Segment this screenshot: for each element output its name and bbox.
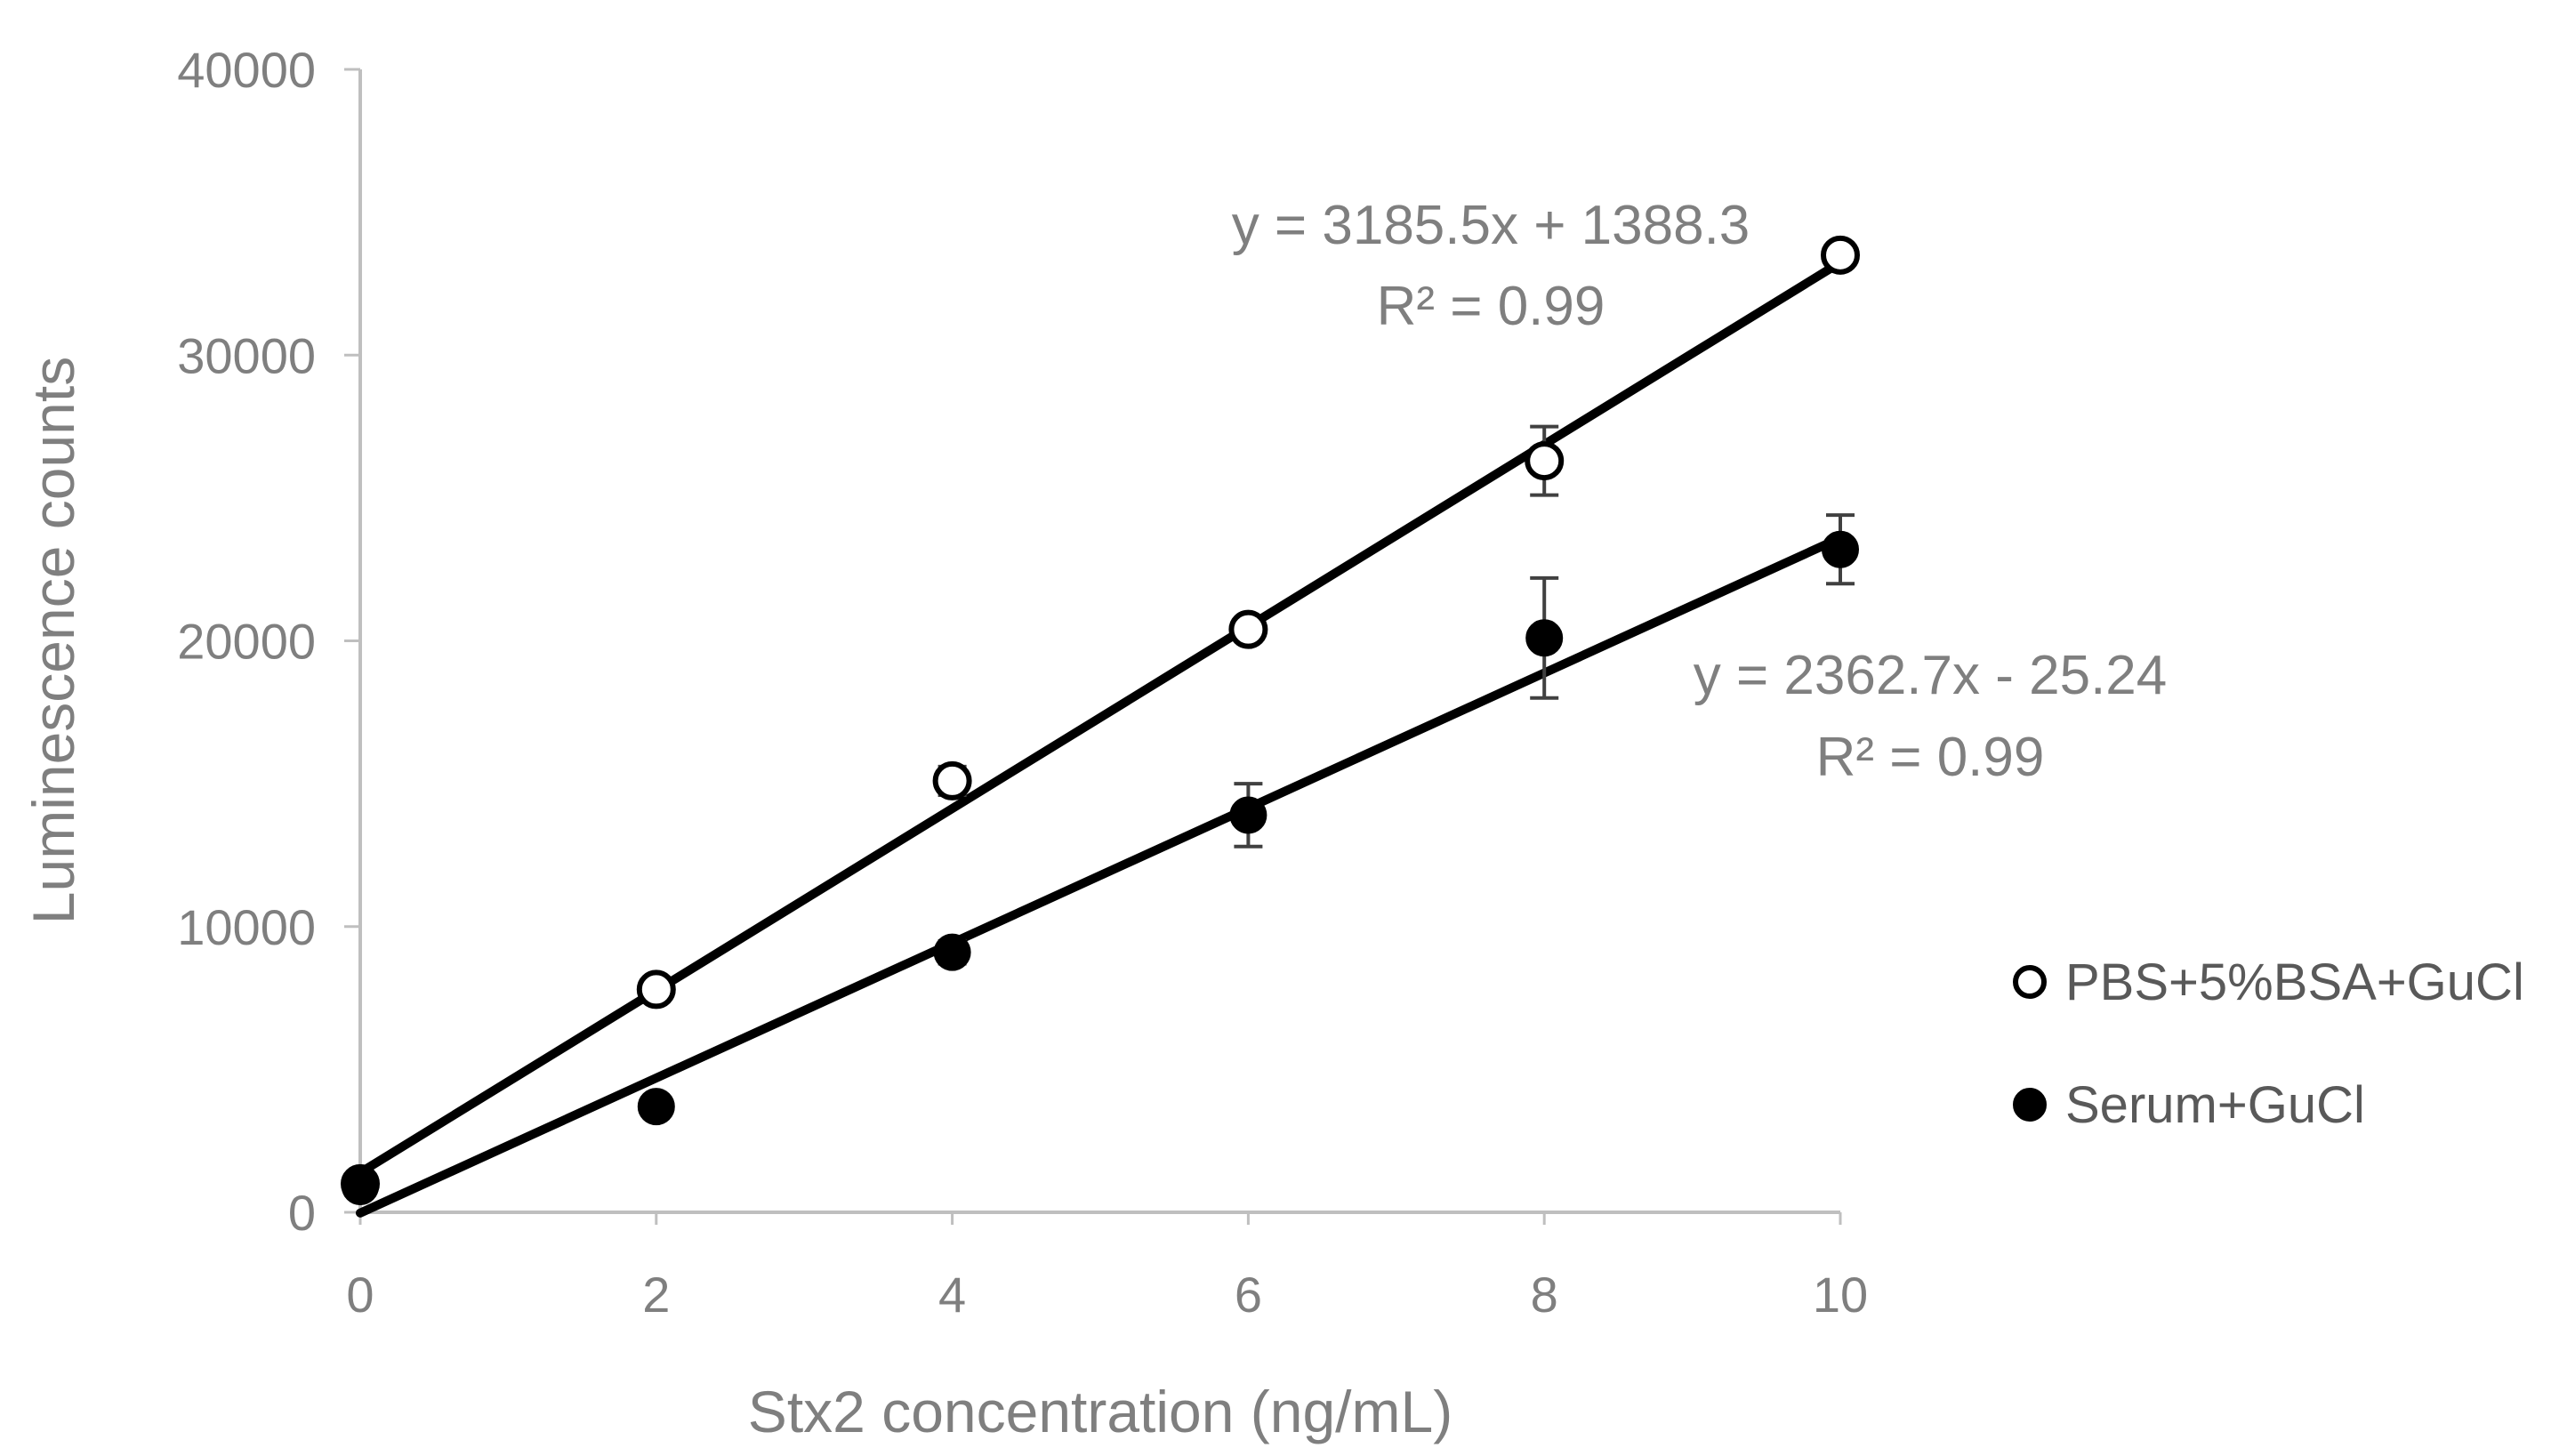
legend-label-pbs: PBS+5%BSA+GuCl <box>2065 953 2524 1011</box>
data-point-series-2 <box>1229 796 1267 834</box>
data-point-series-2 <box>637 1088 675 1126</box>
data-point-series-1 <box>1525 441 1565 481</box>
legend-label-serum: Serum+GuCl <box>2065 1076 2365 1134</box>
y-tick-label: 40000 <box>177 42 316 98</box>
y-tick-label: 30000 <box>177 327 316 383</box>
series2-r2: R² = 0.99 <box>1816 727 2045 788</box>
x-tick-label: 8 <box>1531 1267 1558 1323</box>
trendline-series-1 <box>356 258 1845 1178</box>
x-tick-label: 2 <box>642 1267 670 1323</box>
x-axis-title: Stx2 concentration (ng/mL) <box>748 1379 1452 1444</box>
legend-marker-pbs <box>2013 965 2047 999</box>
data-point-series-2 <box>1525 619 1564 657</box>
x-tick-label: 10 <box>1813 1267 1868 1323</box>
series1-equation: y = 3185.5x + 1388.3 <box>1232 195 1750 256</box>
data-point-series-1 <box>1821 235 1860 275</box>
legend-marker-serum <box>2013 1088 2047 1122</box>
legend: PBS+5%BSA+GuCl Serum+GuCl <box>2013 953 2524 1134</box>
data-point-series-1 <box>1228 609 1268 649</box>
x-tick-label: 4 <box>938 1267 966 1323</box>
data-point-series-2 <box>1822 530 1859 568</box>
data-point-series-1 <box>636 969 676 1010</box>
x-tick-label: 0 <box>346 1267 374 1323</box>
data-point-series-1 <box>932 760 972 800</box>
y-tick-label: 20000 <box>177 614 316 670</box>
y-tick-label: 10000 <box>177 899 316 955</box>
y-axis-title: Luminescence counts <box>20 357 86 924</box>
trendline-series-2 <box>356 533 1845 1218</box>
y-tick-label: 0 <box>288 1185 316 1241</box>
series1-r2: R² = 0.99 <box>1377 276 1605 337</box>
data-point-series-2 <box>933 933 971 971</box>
data-point-series-2 <box>342 1168 379 1206</box>
series2-equation: y = 2362.7x - 25.24 <box>1694 645 2168 706</box>
x-tick-label: 6 <box>1235 1267 1262 1323</box>
